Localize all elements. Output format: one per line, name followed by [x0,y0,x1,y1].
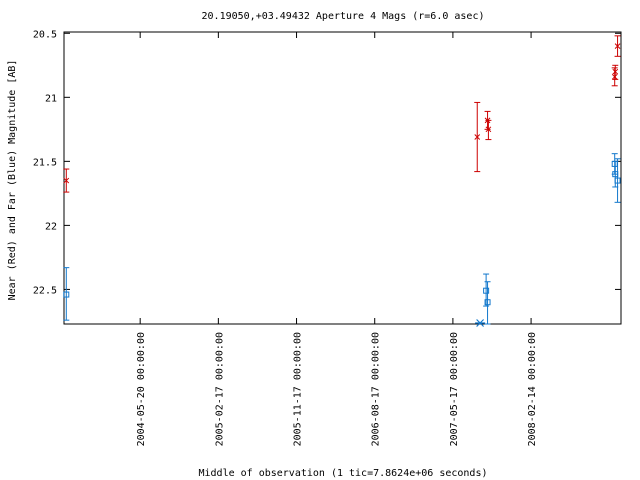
square-marker [614,177,621,184]
y-tick-label: 21 [45,93,57,104]
square-marker [63,291,70,298]
square-marker [484,299,491,306]
data-point [611,153,618,175]
data-point [614,35,621,57]
x-marker [485,126,492,133]
axis-ticks: 20.5 21 21.5 22 22.5 2004-05-20 00:00:00 2005-… [33,29,621,446]
y-tick-label: 20.5 [33,29,57,40]
data-point [484,281,491,325]
plot-area [63,31,622,325]
x-tick-label: 2006-08-17 00:00:00 [371,332,382,446]
x-marker [614,43,621,49]
data-point [612,64,619,80]
data-marks [63,35,621,327]
y-tick-label: 22 [45,221,57,232]
limit-asterisk-marker [475,319,486,327]
x-marker [474,134,481,140]
data-point [63,168,70,193]
x-axis-label: Middle of observation (1 tic=7.8624e+06 … [199,468,488,479]
square-marker [483,287,490,294]
x-marker [612,68,619,75]
x-tick-label: 2007-05-17 00:00:00 [449,332,460,446]
data-point [483,273,490,307]
x-tick-label: 2004-05-20 00:00:00 [136,332,147,446]
x-marker [611,73,618,80]
x-marker [63,177,70,184]
x-tick-label: 2005-02-17 00:00:00 [214,332,225,446]
y-tick-label: 21.5 [33,157,57,168]
data-point [485,119,492,141]
data-point [614,158,621,203]
y-axis-label: Near (Red) and Far (Blue) Magnitude [AB] [7,60,18,301]
data-point [63,267,70,321]
x-tick-label: 2005-11-17 00:00:00 [293,332,304,446]
x-tick-label: 2008-02-14 00:00:00 [527,332,538,446]
data-point [474,101,481,173]
y-tick-label: 22.5 [33,285,57,296]
chart-title: 20.19050,+03.49432 Aperture 4 Mags (r=6.… [202,11,485,22]
